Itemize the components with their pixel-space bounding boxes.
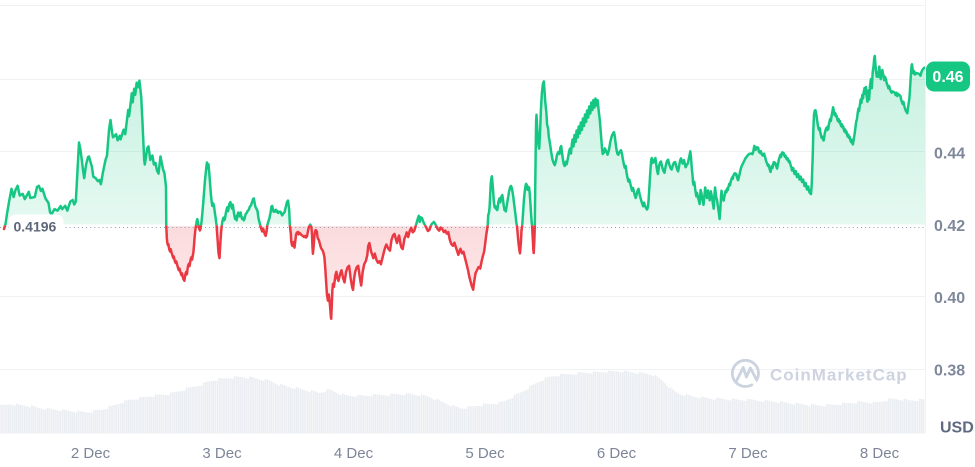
svg-text:0.44: 0.44	[934, 145, 965, 162]
svg-text:6 Dec: 6 Dec	[597, 445, 637, 462]
svg-text:5 Dec: 5 Dec	[465, 445, 505, 462]
svg-text:0.4196: 0.4196	[14, 219, 57, 235]
svg-text:CoinMarketCap: CoinMarketCap	[770, 366, 908, 385]
svg-text:7 Dec: 7 Dec	[728, 445, 768, 462]
svg-text:4 Dec: 4 Dec	[334, 445, 374, 462]
svg-text:0.40: 0.40	[934, 290, 965, 307]
svg-text:2 Dec: 2 Dec	[71, 445, 111, 462]
svg-text:USD: USD	[940, 420, 974, 437]
svg-text:8 Dec: 8 Dec	[860, 445, 900, 462]
svg-text:3 Dec: 3 Dec	[202, 445, 242, 462]
svg-text:0.46: 0.46	[932, 69, 963, 86]
svg-text:0.42: 0.42	[934, 218, 965, 235]
svg-text:0.38: 0.38	[934, 362, 965, 379]
